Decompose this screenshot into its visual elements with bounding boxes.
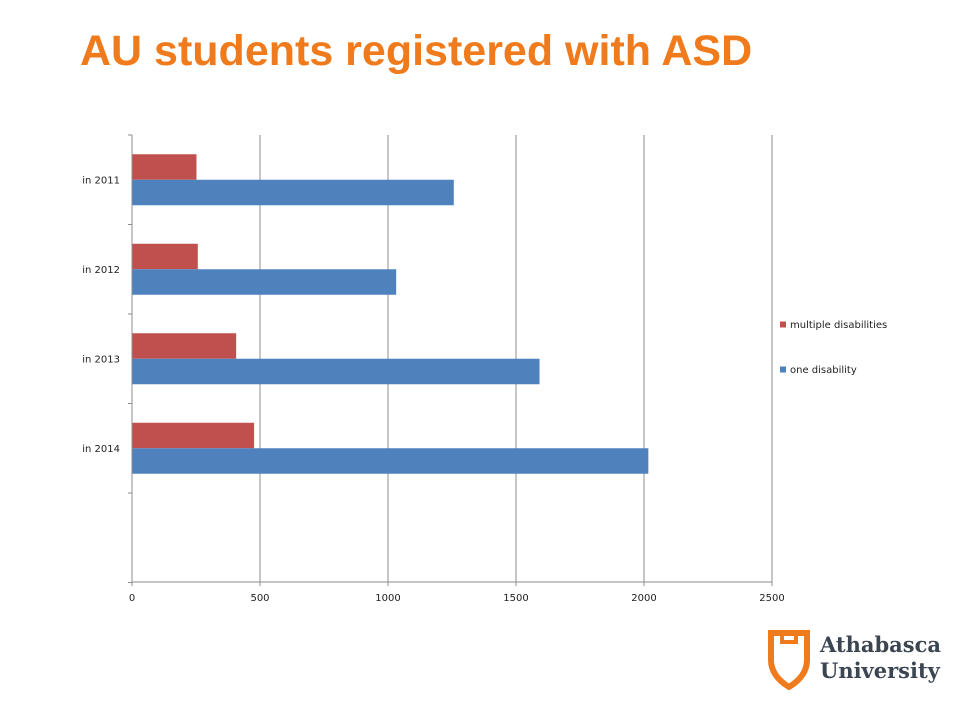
bar-one-disability <box>132 269 397 295</box>
logo-line-2: University <box>820 658 940 683</box>
logo-line-1: Athabasca <box>820 632 942 657</box>
y-category-label: in 2011 <box>82 175 120 186</box>
bar-multiple-disabilities <box>132 154 197 180</box>
slide-title: AU students registered with ASD <box>80 27 753 75</box>
legend-label: multiple disabilities <box>790 320 887 331</box>
bar-multiple-disabilities <box>132 333 237 359</box>
x-tick-label: 1500 <box>503 593 528 604</box>
bar-one-disability <box>132 179 454 206</box>
bar-multiple-disabilities <box>132 422 255 449</box>
y-category-label: in 2013 <box>82 354 120 365</box>
x-tick-label: 2000 <box>631 593 656 604</box>
y-category-label: in 2014 <box>82 444 120 455</box>
logo-wordmark: Athabasca University <box>820 632 941 684</box>
x-tick-label: 2500 <box>759 593 784 604</box>
x-tick-label: 1000 <box>375 593 400 604</box>
legend-swatch <box>780 321 786 328</box>
athabasca-university-logo: Athabasca University <box>768 628 941 690</box>
bar-multiple-disabilities <box>132 243 198 270</box>
shield-icon <box>768 630 810 690</box>
y-category-label: in 2012 <box>82 265 120 276</box>
bar-one-disability <box>132 448 649 474</box>
legend-swatch <box>780 366 786 373</box>
x-tick-label: 500 <box>250 593 269 604</box>
legend-label: one disability <box>790 365 857 376</box>
bar-one-disability <box>132 358 540 385</box>
x-tick-label: 0 <box>129 593 135 604</box>
